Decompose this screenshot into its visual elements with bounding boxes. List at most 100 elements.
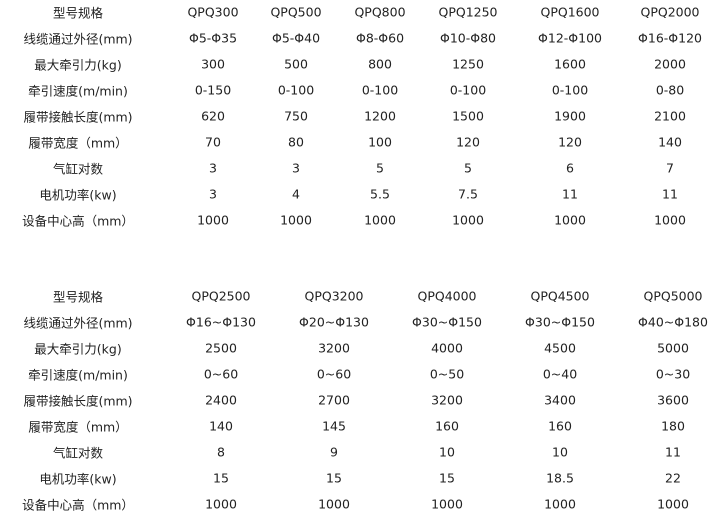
table-cell: QPQ800	[354, 4, 406, 20]
table-cell: Φ8-Φ60	[355, 30, 405, 46]
table-cell: 500	[284, 56, 308, 72]
table-cell: 4	[292, 186, 300, 202]
table-cell: 100	[368, 134, 392, 150]
table-cell: 5.5	[370, 186, 390, 202]
table-cell: 18.5	[546, 470, 574, 486]
table-cell: 1000	[318, 496, 350, 512]
table-cell: 3	[209, 160, 217, 176]
table-cell: 15	[326, 470, 342, 486]
table-cell: QPQ1250	[438, 4, 498, 20]
table-cell: 2100	[654, 108, 686, 124]
table-cell: 70	[205, 134, 221, 150]
table-cell: Φ5-Φ35	[188, 30, 238, 46]
table-cell: 0-100	[551, 82, 589, 98]
table-cell: 0~30	[655, 366, 691, 382]
table-cell: 22	[665, 470, 681, 486]
table-cell: 120	[558, 134, 582, 150]
table-row: 设备中心高（mm） 1000 1000 1000 1000 1000	[0, 491, 711, 517]
table-cell: 620	[201, 108, 225, 124]
table-cell: 0~60	[316, 366, 352, 382]
table-cell: Φ30~Φ150	[525, 314, 595, 330]
table-cell: 6	[566, 160, 574, 176]
table-row: 气缸对数 3 3 5 5 6 7	[0, 155, 711, 181]
table-cell: 2700	[318, 392, 350, 408]
table-cell: 3	[209, 186, 217, 202]
table-cell: 2000	[654, 56, 686, 72]
row-label: 气缸对数	[52, 161, 104, 177]
table-row: 履带宽度（mm） 140 145 160 160 180	[0, 413, 711, 439]
table-cell: 800	[368, 56, 392, 72]
table-cell: Φ30~Φ150	[412, 314, 482, 330]
table-row: 履带宽度（mm） 70 80 100 120 120 140	[0, 129, 711, 155]
row-label: 牵引速度(m/min)	[28, 367, 128, 383]
table-cell: 0~60	[203, 366, 239, 382]
table-cell: 7	[666, 160, 674, 176]
table-cell: 3200	[431, 392, 463, 408]
row-label: 设备中心高（mm）	[22, 497, 134, 513]
table-row: 电机功率(kw) 3 4 5.5 7.5 11 11	[0, 181, 711, 207]
table-row: 线缆通过外径(mm) Φ16~Φ130 Φ20~Φ130 Φ30~Φ150 Φ30~Φ1…	[0, 309, 711, 335]
table-cell: 1000	[431, 496, 463, 512]
table-cell: Φ10-Φ80	[440, 30, 496, 46]
table-cell: 3400	[544, 392, 576, 408]
table-cell: 10	[552, 444, 568, 460]
row-label: 电机功率(kw)	[39, 471, 117, 487]
table-cell: 3200	[318, 340, 350, 356]
table-row: 型号规格 QPQ300 QPQ500 QPQ800 QPQ1250 QPQ1600 QPQ2…	[0, 0, 711, 25]
table-cell: 0-100	[277, 82, 315, 98]
table-cell: 2500	[205, 340, 237, 356]
table-cell: 7.5	[458, 186, 478, 202]
table-cell: 160	[435, 418, 459, 434]
spec-table-2: 型号规格 QPQ2500 QPQ3200 QPQ4000 QPQ4500 QPQ5000 线…	[0, 283, 711, 517]
table-cell: 5	[464, 160, 472, 176]
table-cell: 1000	[452, 212, 484, 228]
table-cell: QPQ5000	[643, 288, 703, 304]
table-cell: QPQ4000	[417, 288, 477, 304]
table-cell: 10	[439, 444, 455, 460]
row-label: 线缆通过外径(mm)	[23, 31, 133, 47]
row-label: 线缆通过外径(mm)	[23, 315, 133, 331]
table-cell: QPQ2500	[191, 288, 251, 304]
table-row: 设备中心高（mm） 1000 1000 1000 1000 1000 1000	[0, 207, 711, 233]
table-cell: 1000	[280, 212, 312, 228]
table-row: 电机功率(kw) 15 15 15 18.5 22	[0, 465, 711, 491]
row-label: 气缸对数	[52, 445, 104, 461]
row-label: 履带宽度（mm）	[28, 419, 128, 435]
table-cell: 140	[658, 134, 682, 150]
table-cell: QPQ500	[270, 4, 322, 20]
spec-table-1: 型号规格 QPQ300 QPQ500 QPQ800 QPQ1250 QPQ1600 QPQ2…	[0, 0, 711, 233]
table-cell: 9	[330, 444, 338, 460]
table-cell: 1500	[452, 108, 484, 124]
table-cell: QPQ2000	[640, 4, 700, 20]
table-cell: 4500	[544, 340, 576, 356]
table-cell: QPQ3200	[304, 288, 364, 304]
table-cell: 1000	[544, 496, 576, 512]
table-cell: 8	[217, 444, 225, 460]
table-cell: Φ12-Φ100	[538, 30, 602, 46]
row-label: 最大牵引力(kg)	[34, 341, 122, 357]
table-cell: 15	[213, 470, 229, 486]
table-cell: 750	[284, 108, 308, 124]
table-cell: 15	[439, 470, 455, 486]
table-cell: 0-100	[361, 82, 399, 98]
table-cell: Φ20~Φ130	[299, 314, 369, 330]
table-row: 最大牵引力(kg) 2500 3200 4000 4500 5000	[0, 335, 711, 361]
table-cell: Φ5-Φ40	[271, 30, 321, 46]
table-row: 型号规格 QPQ2500 QPQ3200 QPQ4000 QPQ4500 QPQ5000	[0, 283, 711, 309]
table-cell: 11	[665, 444, 681, 460]
table-cell: 1000	[364, 212, 396, 228]
table-row: 履带接触长度(mm) 2400 2700 3200 3400 3600	[0, 387, 711, 413]
table-cell: 80	[288, 134, 304, 150]
row-label: 履带接触长度(mm)	[23, 393, 133, 409]
table-cell: 4000	[431, 340, 463, 356]
table-cell: 140	[209, 418, 233, 434]
row-label: 电机功率(kw)	[39, 187, 117, 203]
table-cell: 1000	[554, 212, 586, 228]
table-cell: 300	[201, 56, 225, 72]
row-label: 型号规格	[52, 289, 104, 305]
table-cell: 1900	[554, 108, 586, 124]
row-label: 设备中心高（mm）	[22, 213, 134, 229]
table-cell: 0-100	[449, 82, 487, 98]
row-label: 型号规格	[52, 5, 104, 21]
table-row: 气缸对数 8 9 10 10 11	[0, 439, 711, 465]
